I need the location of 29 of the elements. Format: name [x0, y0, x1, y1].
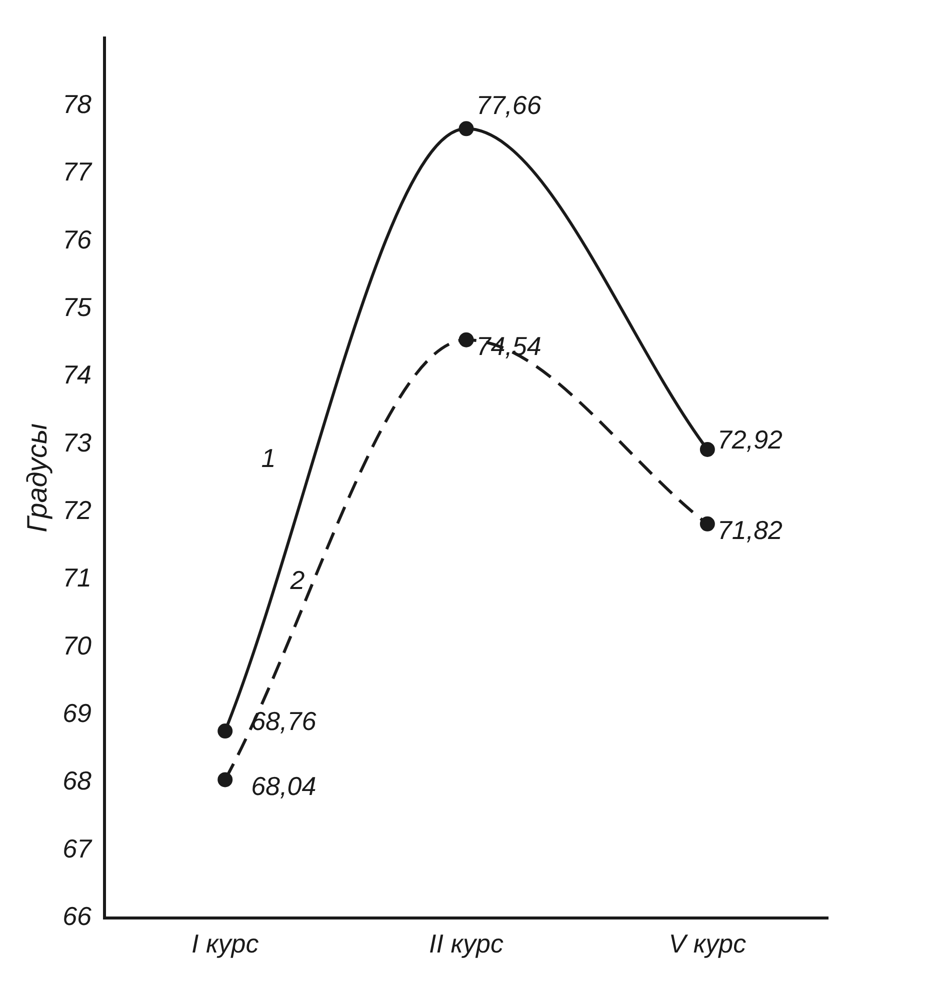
point [218, 772, 233, 788]
y-tick-label: 75 [62, 292, 92, 322]
series-label: 2 [289, 565, 306, 596]
y-tick-label: 74 [62, 360, 92, 390]
data-label: 72,92 [717, 424, 784, 455]
x-tick-label: V курс [668, 928, 746, 959]
data-label: 71,82 [717, 515, 784, 546]
y-tick-label: 69 [62, 698, 92, 728]
point [458, 332, 474, 348]
data-label: 68,04 [251, 770, 316, 801]
y-tick-label: 78 [62, 88, 92, 119]
point [700, 442, 715, 457]
point [218, 724, 233, 739]
x-tick-label: I курс [192, 928, 259, 959]
y-tick-label: 68 [62, 766, 92, 796]
y-tick-label: 66 [62, 901, 92, 932]
y-tick-label: 67 [62, 833, 94, 864]
y-tick-label: 71 [62, 562, 92, 593]
series-label: 1 [261, 443, 276, 474]
point [458, 121, 474, 136]
y-tick-label: 72 [62, 494, 92, 525]
y-tick-label: 76 [62, 224, 92, 254]
x-tick-label: II курс [429, 928, 504, 959]
y-tick-label: 73 [62, 427, 92, 458]
point [700, 516, 715, 532]
data-label: 77,66 [476, 90, 542, 120]
y-tick-label: 70 [62, 630, 92, 660]
y-tick-label: 77 [62, 156, 94, 187]
y-axis-title: Градусы [22, 423, 53, 532]
